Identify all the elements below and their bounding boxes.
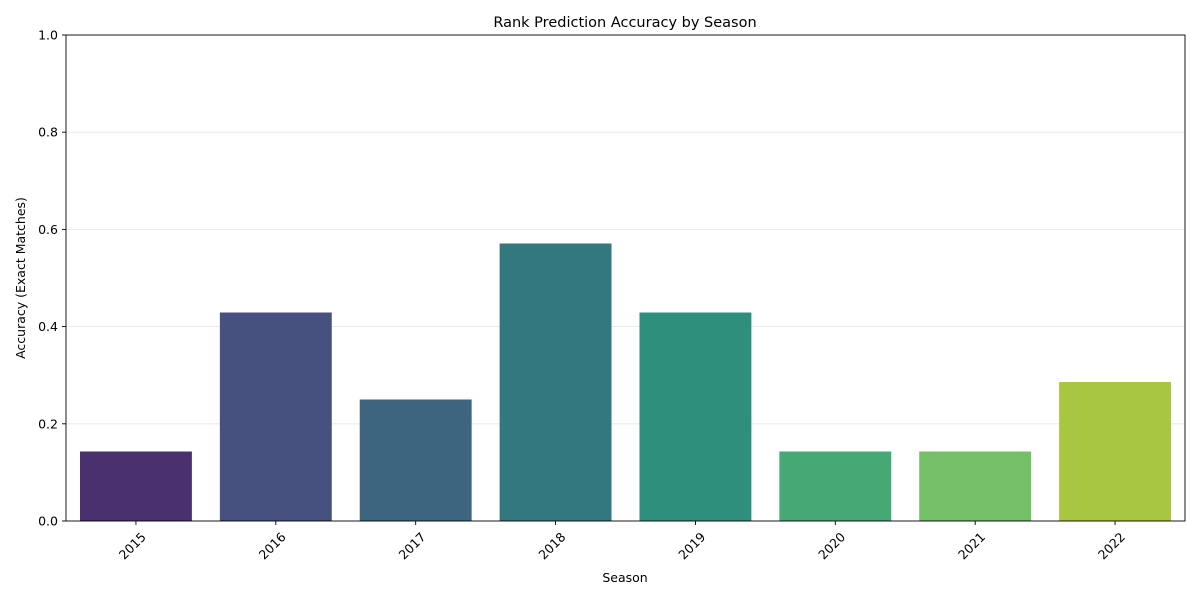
y-tick-label: 0.0: [38, 514, 58, 529]
bars: [79, 243, 1172, 521]
bar-2018: [499, 243, 612, 521]
y-tick-label: 1.0: [38, 28, 58, 43]
plot-frame: [65, 34, 1186, 522]
bar-2015: [79, 451, 192, 521]
y-tick-label: 0.6: [38, 222, 58, 237]
y-tick-label: 0.2: [38, 416, 58, 431]
x-axis: 2015 2016 2017 2018 2019 2020 2021 2022: [116, 521, 1128, 562]
x-tick-label: 2018: [535, 529, 568, 562]
chart-title: Rank Prediction Accuracy by Season: [493, 15, 756, 31]
y-tick-label: 0.8: [38, 125, 58, 140]
bar-2021: [919, 451, 1032, 521]
x-tick-label: 2021: [955, 529, 988, 562]
bar-2017: [359, 399, 472, 521]
x-tick-label: 2020: [815, 529, 848, 562]
x-tick-label: 2016: [256, 529, 289, 562]
bar-2016: [219, 312, 332, 521]
x-axis-label: Season: [602, 570, 647, 585]
bar-2020: [779, 451, 892, 521]
x-tick-label: 2017: [395, 529, 428, 562]
bar-2022: [1059, 382, 1172, 521]
y-axis: 0.0 0.2 0.4 0.6 0.8 1.0: [38, 28, 66, 529]
x-tick-label: 2019: [675, 529, 708, 562]
y-axis-label: Accuracy (Exact Matches): [13, 197, 28, 359]
y-tick-label: 0.4: [38, 319, 58, 334]
x-tick-label: 2022: [1095, 529, 1128, 562]
bar-2019: [639, 312, 752, 521]
x-tick-label: 2015: [116, 529, 149, 562]
